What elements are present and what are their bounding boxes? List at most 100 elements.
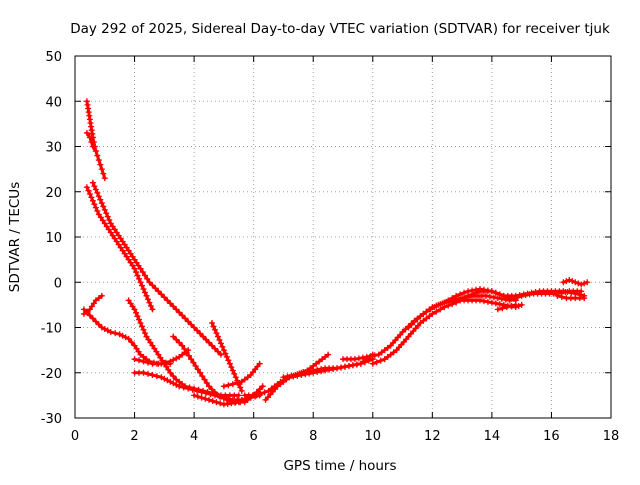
data-point xyxy=(482,292,489,299)
data-point xyxy=(232,374,239,381)
data-point xyxy=(153,348,160,355)
data-point xyxy=(128,339,135,346)
data-point xyxy=(300,368,307,375)
data-point xyxy=(141,272,148,279)
data-point xyxy=(133,345,140,352)
data-point xyxy=(89,179,96,186)
data-point xyxy=(581,295,588,302)
data-point xyxy=(139,269,146,276)
data-point xyxy=(461,289,468,296)
data-point xyxy=(239,397,246,404)
data-point xyxy=(162,359,169,366)
data-points xyxy=(80,98,591,408)
data-point xyxy=(113,229,120,236)
data-point xyxy=(191,392,198,399)
data-point xyxy=(377,357,384,364)
data-point xyxy=(203,379,210,386)
series-arc-13 xyxy=(220,360,263,390)
data-point xyxy=(211,389,218,396)
data-point xyxy=(140,326,147,333)
series-arc-4 xyxy=(89,179,224,358)
data-point xyxy=(189,386,196,393)
data-point xyxy=(137,265,144,272)
data-point xyxy=(140,358,147,365)
data-point xyxy=(190,359,197,366)
data-point xyxy=(198,394,205,401)
data-point xyxy=(144,359,151,366)
data-point xyxy=(158,291,165,298)
data-point xyxy=(147,303,154,310)
data-point xyxy=(143,292,150,299)
data-point xyxy=(161,294,168,301)
data-point xyxy=(202,395,209,402)
data-point xyxy=(488,288,495,295)
data-point xyxy=(131,342,138,349)
data-point xyxy=(141,289,148,296)
data-point xyxy=(229,367,236,374)
y-tick-label: -20 xyxy=(41,367,62,382)
data-point xyxy=(115,232,122,239)
data-point xyxy=(280,374,287,381)
data-point xyxy=(367,353,374,360)
data-point xyxy=(345,362,352,369)
data-point xyxy=(429,304,436,311)
data-point xyxy=(89,143,96,150)
data-point xyxy=(145,336,152,343)
data-point xyxy=(111,235,118,242)
data-point xyxy=(211,326,218,333)
data-point xyxy=(560,279,567,286)
data-point xyxy=(194,366,201,373)
data-point xyxy=(437,306,444,313)
data-point xyxy=(225,357,232,364)
data-point xyxy=(100,170,107,177)
data-point xyxy=(97,161,104,168)
data-point xyxy=(520,291,527,298)
data-point xyxy=(129,253,136,260)
data-point xyxy=(437,301,444,308)
data-point xyxy=(199,373,206,380)
data-point xyxy=(575,280,582,287)
data-point xyxy=(578,281,585,288)
data-point xyxy=(214,348,221,355)
data-point xyxy=(134,313,141,320)
data-point xyxy=(192,362,199,369)
data-point xyxy=(449,295,456,302)
data-point xyxy=(167,300,174,307)
data-point xyxy=(231,370,238,377)
data-point xyxy=(484,298,491,305)
y-tick-label: 10 xyxy=(45,231,62,246)
data-point xyxy=(80,306,87,313)
data-point xyxy=(149,372,156,379)
data-point xyxy=(217,400,224,407)
data-point xyxy=(94,207,101,214)
data-point xyxy=(512,301,519,308)
y-axis-label: SDTVAR / TECUs xyxy=(7,182,23,292)
data-point xyxy=(445,297,452,304)
data-point xyxy=(109,223,116,230)
data-point xyxy=(98,292,105,299)
data-point xyxy=(129,262,136,269)
data-point xyxy=(86,134,93,141)
grid-lines xyxy=(75,56,611,418)
data-point xyxy=(188,356,195,363)
series-arc-23 xyxy=(494,301,519,313)
data-point xyxy=(123,253,130,260)
data-point xyxy=(235,392,242,399)
data-point xyxy=(88,303,95,310)
data-point xyxy=(498,295,505,302)
data-point xyxy=(220,347,227,354)
data-point xyxy=(176,309,183,316)
x-tick-label: 12 xyxy=(424,429,441,444)
data-point xyxy=(492,289,499,296)
data-point xyxy=(581,280,588,287)
data-point xyxy=(179,342,186,349)
data-point xyxy=(152,285,159,292)
data-point xyxy=(257,390,264,397)
data-point xyxy=(528,289,535,296)
data-point xyxy=(164,297,171,304)
data-point xyxy=(173,306,180,313)
data-point xyxy=(206,339,212,346)
data-point xyxy=(524,290,531,297)
data-point xyxy=(516,292,523,299)
data-point xyxy=(408,321,415,328)
